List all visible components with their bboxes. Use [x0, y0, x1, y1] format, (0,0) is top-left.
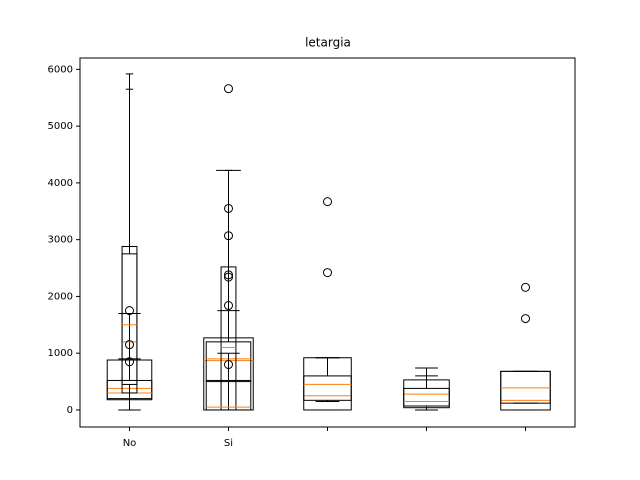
y-tick-label: 4000 [48, 178, 73, 189]
flier [224, 301, 233, 311]
flier [521, 282, 530, 292]
box [500, 370, 551, 404]
y-tick-label: 5000 [48, 121, 73, 132]
flier [125, 357, 134, 367]
y-tick-label: 2000 [48, 291, 73, 302]
box [205, 341, 252, 383]
flier [224, 272, 233, 282]
y-tick-label: 6000 [48, 64, 73, 75]
box [303, 357, 352, 401]
flier [125, 340, 134, 350]
flier [224, 84, 233, 94]
box [403, 387, 450, 407]
flier [125, 306, 134, 316]
y-tick-label: 3000 [48, 235, 73, 246]
plot-frame [79, 57, 576, 428]
flier [224, 203, 233, 213]
box [205, 379, 252, 411]
flier [323, 197, 332, 207]
chart-title: letargia [305, 36, 351, 50]
x-tick-label: Si [224, 438, 233, 449]
y-tick-label: 1000 [48, 348, 73, 359]
x-tick-label: No [123, 438, 137, 449]
y-tick-label: 0 [67, 405, 73, 416]
flier [224, 231, 233, 241]
flier [224, 270, 233, 280]
box [121, 245, 138, 385]
flier [323, 268, 332, 278]
flier [521, 314, 530, 324]
